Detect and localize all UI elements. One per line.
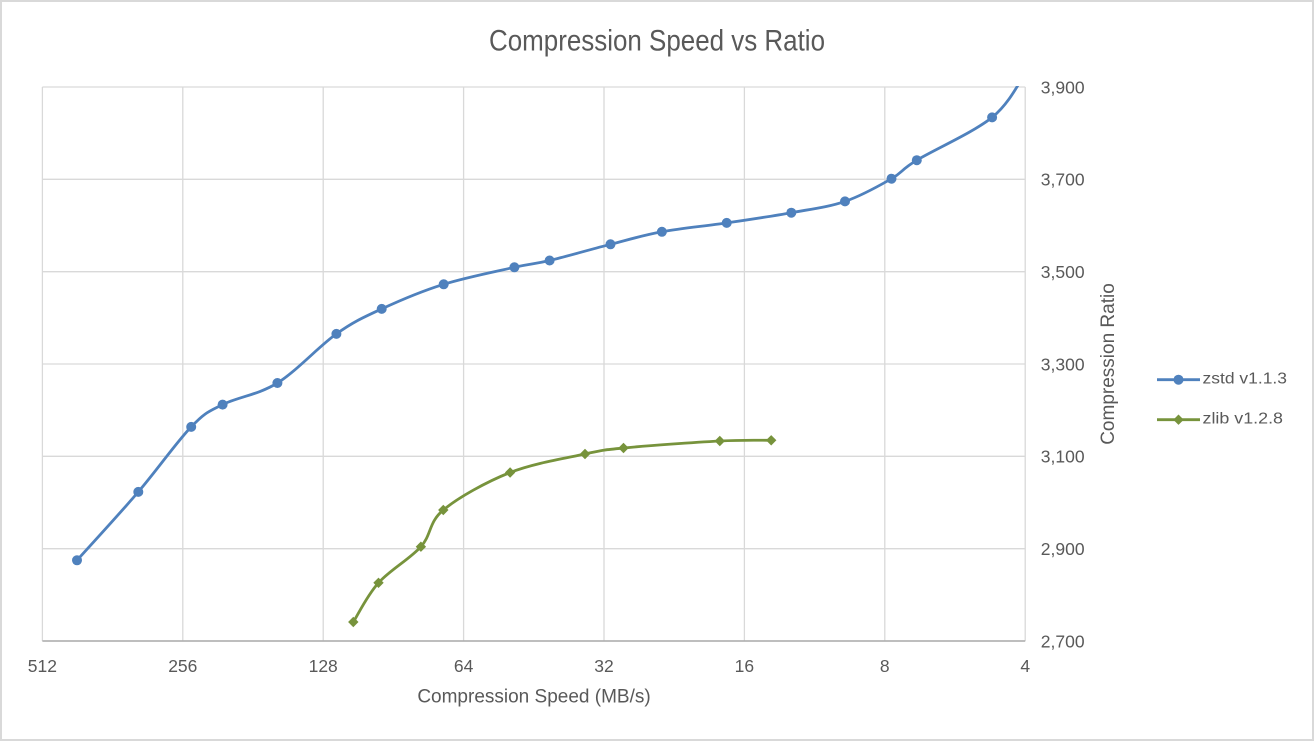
svg-text:32: 32 <box>594 656 613 676</box>
svg-text:Compression Speed (MB/s): Compression Speed (MB/s) <box>417 687 650 708</box>
svg-text:Compression Speed vs Ratio: Compression Speed vs Ratio <box>489 24 825 57</box>
svg-text:Compression Ratio: Compression Ratio <box>1098 283 1119 445</box>
svg-text:3,500: 3,500 <box>1041 262 1085 282</box>
svg-text:3,300: 3,300 <box>1041 354 1085 374</box>
svg-text:512: 512 <box>28 656 57 676</box>
svg-text:zlib v1.2.8: zlib v1.2.8 <box>1203 411 1284 428</box>
svg-text:2,700: 2,700 <box>1041 631 1085 651</box>
svg-text:64: 64 <box>454 656 474 676</box>
svg-text:zstd v1.1.3: zstd v1.1.3 <box>1203 371 1288 388</box>
svg-text:3,700: 3,700 <box>1041 170 1085 190</box>
svg-text:3,900: 3,900 <box>1041 77 1085 97</box>
svg-text:128: 128 <box>309 656 338 676</box>
svg-text:3,100: 3,100 <box>1041 447 1085 467</box>
svg-text:16: 16 <box>735 656 754 676</box>
svg-text:2,900: 2,900 <box>1041 539 1085 559</box>
svg-text:4: 4 <box>1020 656 1030 676</box>
svg-text:8: 8 <box>880 656 890 676</box>
svg-text:256: 256 <box>168 656 197 676</box>
